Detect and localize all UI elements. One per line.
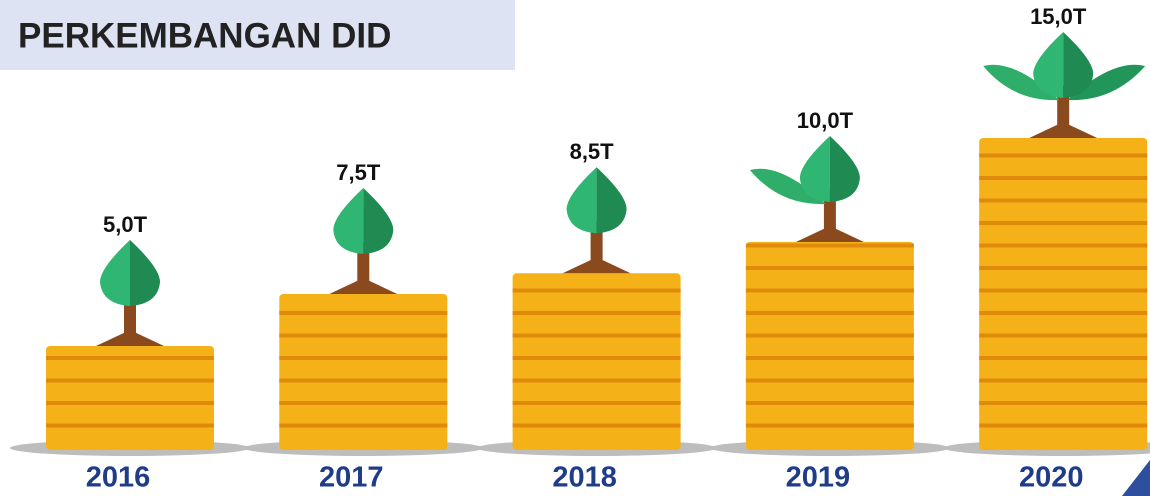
plant-soil <box>1029 122 1098 138</box>
plant-soil <box>795 226 864 242</box>
coin-edge <box>979 198 1148 203</box>
plant-soil <box>96 330 164 346</box>
coin-edge <box>279 333 448 338</box>
x-tick-label: 2019 <box>786 462 851 494</box>
coin-edge <box>745 423 914 428</box>
coin-edge <box>745 333 914 338</box>
plant-leaf <box>799 136 830 202</box>
coin-edge <box>512 401 681 405</box>
coin-edge <box>979 401 1148 405</box>
plant-leaf <box>596 167 627 234</box>
bar <box>46 346 214 450</box>
x-tick-label: 2017 <box>319 462 384 494</box>
coin-edge <box>979 243 1148 248</box>
coin-edge <box>512 356 681 360</box>
plant-leaf <box>1067 64 1146 101</box>
coin-edge <box>979 333 1148 338</box>
plant-leaf <box>566 167 597 234</box>
coin-edge <box>279 311 448 315</box>
bar <box>279 294 448 450</box>
x-tick-label: 2020 <box>1019 462 1084 494</box>
coin-edge <box>745 378 914 383</box>
plant-leaf <box>749 168 826 205</box>
coin-edge <box>279 423 448 428</box>
coin-edge <box>979 311 1148 315</box>
plant-leaf <box>333 188 364 254</box>
coin-edge <box>979 378 1148 383</box>
chart-title: PERKEMBANGAN DID <box>18 16 391 55</box>
coin-edge <box>745 401 914 405</box>
plant-leaf <box>363 188 394 254</box>
coin-edge <box>745 288 914 293</box>
bar <box>745 242 914 450</box>
value-label: 10,0T <box>797 108 854 133</box>
corner-decoration <box>1122 460 1150 496</box>
title-box <box>0 0 515 70</box>
coin-edge <box>279 378 448 383</box>
plant-leaf <box>829 136 860 202</box>
coin-edge <box>979 153 1148 158</box>
plant-leaf <box>100 240 130 306</box>
coin-edge <box>46 356 214 360</box>
value-label: 7,5T <box>336 160 381 185</box>
plant-leaf <box>983 64 1060 101</box>
x-tick-label: 2016 <box>86 462 151 494</box>
coin-edge <box>512 423 681 428</box>
coin-edge <box>979 176 1148 180</box>
coin-stack <box>279 294 448 450</box>
coin-edge <box>979 423 1148 428</box>
coin-edge <box>279 356 448 360</box>
coin-edge <box>745 311 914 315</box>
x-tick-label: 2018 <box>552 462 617 494</box>
coin-stack <box>512 273 681 450</box>
coin-edge <box>979 356 1148 360</box>
coin-edge <box>979 266 1148 270</box>
coin-edge <box>46 378 214 383</box>
plant-leaf <box>1063 32 1094 98</box>
coin-edge <box>979 221 1148 225</box>
plant-leaf <box>1033 32 1064 98</box>
plant-soil <box>562 257 631 274</box>
value-label: 15,0T <box>1030 4 1087 29</box>
coin-edge <box>46 401 214 405</box>
bar <box>512 273 681 450</box>
coin-edge <box>745 356 914 360</box>
coin-stack <box>745 242 914 450</box>
value-label: 5,0T <box>103 212 148 237</box>
coin-edge <box>512 311 681 315</box>
value-label: 8,5T <box>570 139 615 164</box>
coin-edge <box>745 243 914 248</box>
coin-edge <box>745 266 914 270</box>
plant-leaf <box>130 240 160 306</box>
coin-edge <box>512 333 681 338</box>
coin-stack <box>979 138 1148 450</box>
coin-edge <box>279 401 448 405</box>
bar <box>979 138 1148 450</box>
coin-stack <box>46 346 214 450</box>
plant-soil <box>329 278 398 294</box>
coin-edge <box>46 423 214 428</box>
coin-edge <box>979 288 1148 293</box>
coin-edge <box>512 378 681 383</box>
coin-edge <box>512 288 681 293</box>
